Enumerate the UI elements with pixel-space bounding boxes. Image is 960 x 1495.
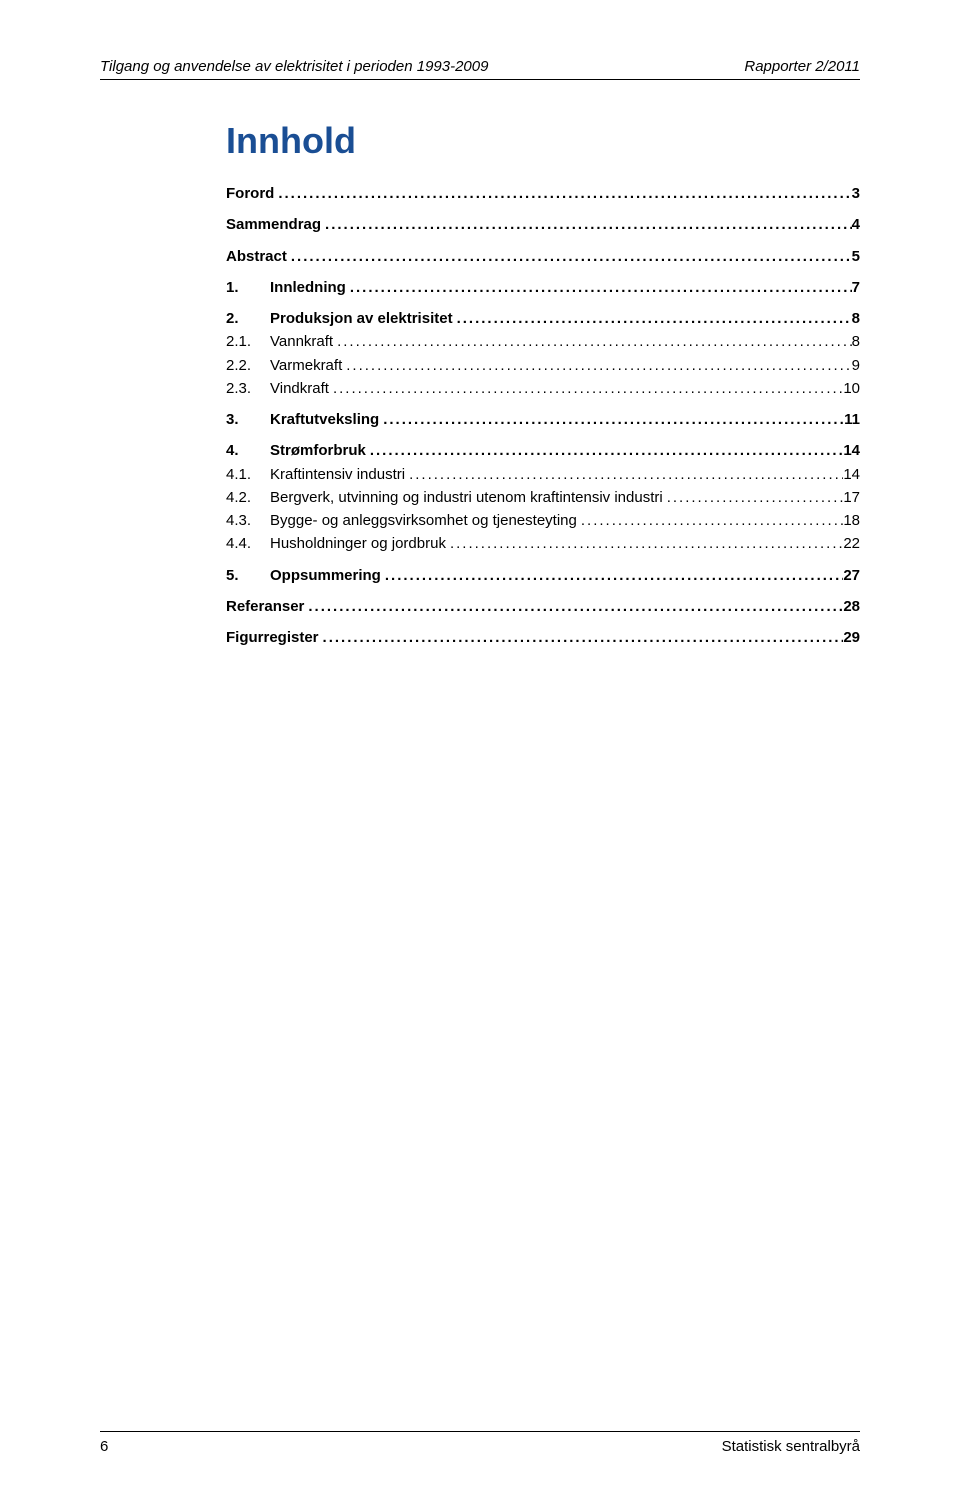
toc-entry-label: Bergverk, utvinning og industri utenom k… <box>270 486 663 509</box>
toc-entry: Figurregister...........................… <box>226 626 860 649</box>
toc-entry-page: 29 <box>843 626 860 649</box>
header-left: Tilgang og anvendelse av elektrisitet i … <box>100 58 488 75</box>
toc-entry-label: Abstract <box>226 245 287 268</box>
toc-entry-leader: ........................................… <box>329 377 843 400</box>
toc-entry: 1.Innledning............................… <box>226 276 860 299</box>
toc-entry-number: 2. <box>226 307 270 330</box>
toc-entry-label: Produksjon av elektrisitet <box>270 307 453 330</box>
toc-entry: Sammendrag..............................… <box>226 213 860 236</box>
toc-entry-leader: ........................................… <box>453 307 852 330</box>
page-title: Innhold <box>226 120 860 162</box>
toc-entry-page: 9 <box>852 354 860 377</box>
toc-entry-label: Kraftintensiv industri <box>270 463 405 486</box>
toc-entry-page: 3 <box>852 182 860 205</box>
toc-entry-label: Figurregister <box>226 626 319 649</box>
toc-entry-page: 27 <box>843 564 860 587</box>
page: Tilgang og anvendelse av elektrisitet i … <box>0 0 960 1495</box>
toc-entry-page: 4 <box>852 213 860 236</box>
toc-entry-label: Varmekraft <box>270 354 342 377</box>
toc-entry-label: Strømforbruk <box>270 439 366 462</box>
toc-entry-leader: ........................................… <box>379 408 844 431</box>
toc-entry: 4.4.Husholdninger og jordbruk...........… <box>226 532 860 555</box>
toc-entry-number: 2.2. <box>226 354 270 377</box>
header-right: Rapporter 2/2011 <box>744 58 860 75</box>
running-header: Tilgang og anvendelse av elektrisitet i … <box>100 58 860 80</box>
toc-entry: 4.Strømforbruk..........................… <box>226 439 860 462</box>
toc-entry-page: 11 <box>844 408 860 431</box>
toc-entry-label: Innledning <box>270 276 346 299</box>
toc-entry-number: 4.3. <box>226 509 270 532</box>
toc-entry-label: Husholdninger og jordbruk <box>270 532 446 555</box>
toc-entry: 2.1.Vannkraft...........................… <box>226 330 860 353</box>
toc-entry-number: 2.3. <box>226 377 270 400</box>
toc-entry-leader: ........................................… <box>274 182 851 205</box>
content-area: Innhold Forord..........................… <box>226 120 860 649</box>
toc-entry-number: 4.2. <box>226 486 270 509</box>
footer-page-number: 6 <box>100 1438 108 1455</box>
toc-entry-page: 8 <box>852 330 860 353</box>
toc-entry-page: 10 <box>843 377 860 400</box>
toc-entry-leader: ........................................… <box>577 509 843 532</box>
toc-entry-label: Bygge- og anleggsvirksomhet og tjenestey… <box>270 509 577 532</box>
toc-entry-label: Vindkraft <box>270 377 329 400</box>
toc-entry-label: Vannkraft <box>270 330 333 353</box>
toc-entry: Abstract................................… <box>226 245 860 268</box>
toc-entry-number: 4. <box>226 439 270 462</box>
toc-entry-label: Forord <box>226 182 274 205</box>
toc-entry-label: Kraftutveksling <box>270 408 379 431</box>
running-footer: 6 Statistisk sentralbyrå <box>100 1431 860 1455</box>
toc-entry-leader: ........................................… <box>287 245 852 268</box>
toc-entry: 2.3.Vindkraft...........................… <box>226 377 860 400</box>
toc-entry-page: 14 <box>843 463 860 486</box>
toc-entry-page: 8 <box>852 307 860 330</box>
toc-entry: Referanser..............................… <box>226 595 860 618</box>
toc-entry: 2.2.Varmekraft..........................… <box>226 354 860 377</box>
toc-entry: 4.1.Kraftintensiv industri..............… <box>226 463 860 486</box>
toc-entry-leader: ........................................… <box>333 330 852 353</box>
toc-entry-leader: ........................................… <box>346 276 852 299</box>
toc-entry-leader: ........................................… <box>321 213 852 236</box>
toc-entry-label: Referanser <box>226 595 304 618</box>
toc-entry-label: Oppsummering <box>270 564 381 587</box>
toc-entry-leader: ........................................… <box>663 486 844 509</box>
table-of-contents: Forord..................................… <box>226 182 860 649</box>
toc-entry-number: 5. <box>226 564 270 587</box>
toc-entry-page: 28 <box>843 595 860 618</box>
toc-entry-number: 1. <box>226 276 270 299</box>
toc-entry-page: 7 <box>852 276 860 299</box>
toc-entry: 3.Kraftutveksling.......................… <box>226 408 860 431</box>
toc-entry-page: 22 <box>843 532 860 555</box>
toc-entry: 5.Oppsummering..........................… <box>226 564 860 587</box>
footer-publisher: Statistisk sentralbyrå <box>722 1438 860 1455</box>
toc-entry-number: 3. <box>226 408 270 431</box>
toc-entry-page: 5 <box>852 245 860 268</box>
toc-entry-leader: ........................................… <box>304 595 843 618</box>
toc-entry-leader: ........................................… <box>446 532 843 555</box>
toc-entry-leader: ........................................… <box>405 463 843 486</box>
toc-entry-number: 4.1. <box>226 463 270 486</box>
toc-entry-leader: ........................................… <box>319 626 844 649</box>
toc-entry-page: 18 <box>843 509 860 532</box>
toc-entry: Forord..................................… <box>226 182 860 205</box>
toc-entry: 4.2.Bergverk, utvinning og industri uten… <box>226 486 860 509</box>
toc-entry: 2.Produksjon av elektrisitet............… <box>226 307 860 330</box>
toc-entry-leader: ........................................… <box>366 439 843 462</box>
toc-entry-label: Sammendrag <box>226 213 321 236</box>
toc-entry-page: 17 <box>843 486 860 509</box>
toc-entry-number: 4.4. <box>226 532 270 555</box>
toc-entry-leader: ........................................… <box>342 354 851 377</box>
toc-entry-leader: ........................................… <box>381 564 843 587</box>
toc-entry-number: 2.1. <box>226 330 270 353</box>
toc-entry-page: 14 <box>843 439 860 462</box>
toc-entry: 4.3.Bygge- og anleggsvirksomhet og tjene… <box>226 509 860 532</box>
